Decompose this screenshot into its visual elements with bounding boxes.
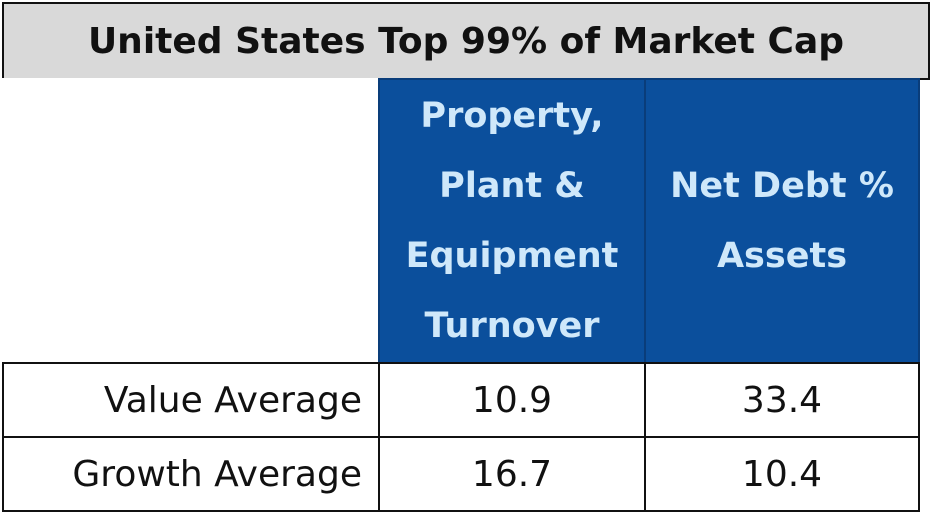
table-cell: 10.9	[378, 362, 646, 438]
table-cell: 33.4	[644, 362, 920, 438]
blank-header-cell	[2, 78, 380, 364]
column-header: Net Debt % Assets	[644, 78, 920, 364]
column-header: Property, Plant & Equipment Turnover	[378, 78, 646, 364]
table-cell: 10.4	[644, 436, 920, 512]
table-cell: 16.7	[378, 436, 646, 512]
row-label: Value Average	[2, 362, 380, 438]
table-title: United States Top 99% of Market Cap	[2, 2, 930, 80]
row-label: Growth Average	[2, 436, 380, 512]
